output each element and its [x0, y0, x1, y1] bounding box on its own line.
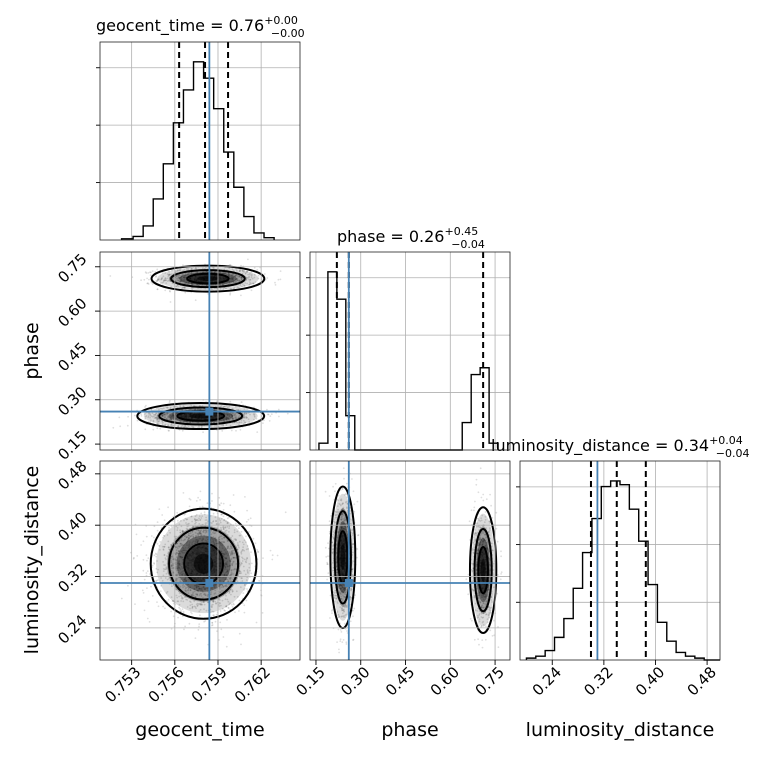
panel-frame — [99, 251, 301, 451]
histogram-geocent_time — [120, 61, 275, 240]
xlabel-luminosity-distance: luminosity_distance — [526, 719, 715, 741]
truth-point — [205, 578, 214, 587]
panel-frame — [309, 460, 511, 661]
joint-panel-geocent_time-luminosity_distance — [99, 460, 301, 661]
x-tick-label-geocent_time: 0.756 — [145, 663, 188, 706]
contour-0-1 — [170, 269, 246, 289]
joint-panel-phase-luminosity_distance — [309, 460, 511, 661]
contour-1-1 — [158, 406, 244, 426]
y-tick-label-luminosity_distance: 0.32 — [54, 560, 90, 596]
x-tick-label-geocent_time: 0.762 — [231, 663, 274, 706]
contour-0-0 — [150, 264, 266, 293]
contour-0-2 — [186, 272, 230, 285]
x-tick-label-luminosity_distance: 0.48 — [684, 663, 720, 699]
y-tick-label-phase: 0.45 — [54, 339, 90, 375]
contour-0-1 — [333, 510, 352, 605]
ylabel-phase: phase — [21, 322, 43, 379]
y-tick-label-phase: 0.75 — [54, 250, 90, 286]
contour-1-0 — [136, 401, 266, 431]
x-tick-label-phase: 0.75 — [472, 663, 508, 699]
panel-frame — [519, 460, 721, 661]
marginal-panel-phase — [306, 251, 511, 451]
x-tick-label-geocent_time: 0.753 — [101, 663, 144, 706]
histogram-phase — [318, 271, 499, 451]
x-tick-label-phase: 0.45 — [382, 663, 418, 699]
x-tick-label-luminosity_distance: 0.40 — [632, 663, 668, 699]
joint-panel-geocent_time-phase — [99, 251, 301, 451]
title-luminosity-distance: luminosity_distance = 0.34+0.04 −0.04 — [491, 434, 750, 460]
marginal-panel-geocent_time — [96, 41, 301, 241]
x-tick-label-luminosity_distance: 0.32 — [580, 663, 616, 699]
truth-point — [344, 578, 353, 587]
histogram-luminosity_distance — [525, 480, 720, 661]
y-tick-label-phase: 0.30 — [54, 383, 90, 419]
marginal-panel-luminosity_distance — [516, 460, 721, 661]
contour-0-2 — [183, 542, 225, 585]
title-phase: phase = 0.26+0.45 −0.04 — [337, 225, 485, 251]
y-tick-label-luminosity_distance: 0.48 — [54, 457, 90, 493]
contour-0-1 — [168, 526, 240, 601]
contour-0-0 — [149, 507, 258, 620]
x-tick-label-phase: 0.30 — [337, 663, 373, 699]
title-geocent-time: geocent_time = 0.76+0.00 −0.00 — [96, 14, 305, 40]
truth-point — [205, 407, 214, 416]
x-tick-label-phase: 0.60 — [427, 663, 463, 699]
y-tick-label-luminosity_distance: 0.40 — [54, 508, 90, 544]
density-shading — [156, 514, 252, 614]
panel-frame — [309, 251, 511, 451]
xlabel-geocent-time: geocent_time — [135, 719, 264, 741]
ylabel-luminosity-distance: luminosity_distance — [21, 466, 43, 655]
contour-1-2 — [477, 546, 489, 595]
x-tick-label-phase: 0.15 — [292, 663, 328, 699]
x-tick-label-luminosity_distance: 0.24 — [529, 663, 565, 699]
y-tick-label-phase: 0.60 — [54, 294, 90, 330]
contour-1-0 — [468, 506, 498, 635]
x-tick-label-geocent_time: 0.759 — [188, 663, 231, 706]
panel-frame — [99, 460, 301, 661]
y-tick-label-phase: 0.15 — [54, 427, 90, 463]
contour-1-1 — [473, 528, 493, 613]
xlabel-phase: phase — [381, 719, 438, 741]
panel-frame — [99, 41, 301, 241]
y-tick-label-luminosity_distance: 0.24 — [54, 611, 90, 647]
